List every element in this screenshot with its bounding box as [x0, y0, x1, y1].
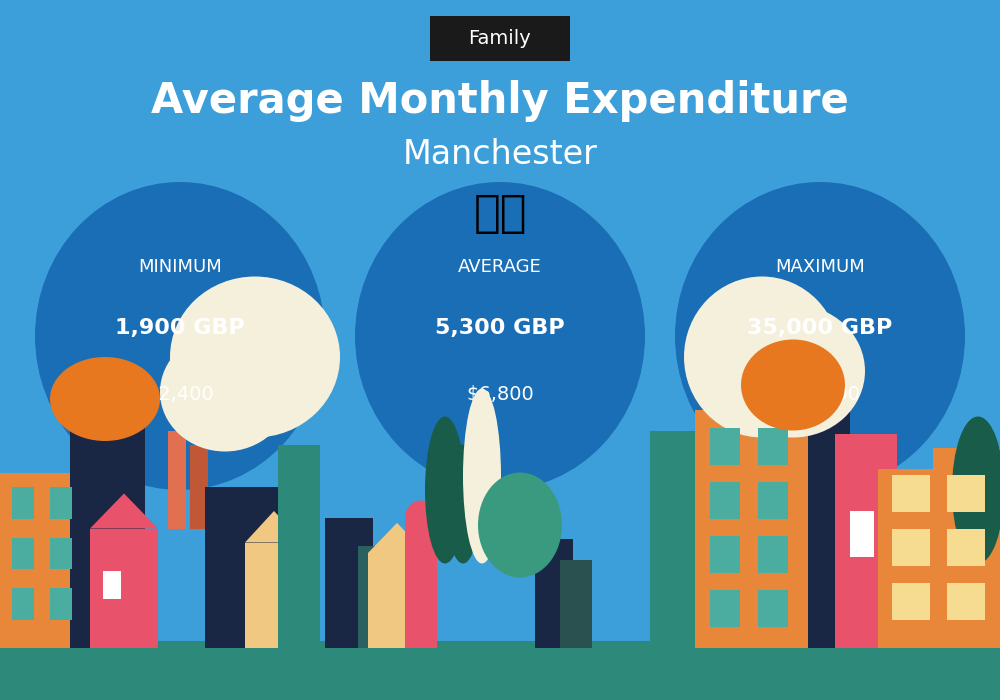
Text: Family: Family: [469, 29, 531, 48]
Ellipse shape: [170, 276, 340, 438]
Text: MAXIMUM: MAXIMUM: [775, 258, 865, 276]
Text: AVERAGE: AVERAGE: [458, 258, 542, 276]
Bar: [405, 518, 437, 648]
Ellipse shape: [160, 332, 290, 452]
Ellipse shape: [463, 389, 501, 564]
Bar: [50, 487, 72, 519]
Ellipse shape: [425, 416, 465, 564]
Text: $44,000: $44,000: [780, 385, 860, 404]
Bar: [850, 511, 874, 556]
Polygon shape: [368, 523, 426, 553]
Ellipse shape: [446, 444, 480, 564]
Text: 35,000 GBP: 35,000 GBP: [747, 318, 893, 338]
Text: 1,900 GBP: 1,900 GBP: [115, 318, 245, 338]
Polygon shape: [245, 511, 303, 542]
Bar: [12, 538, 34, 569]
Text: 🇬🇧: 🇬🇧: [473, 192, 527, 235]
Ellipse shape: [721, 304, 865, 438]
Text: Manchester: Manchester: [403, 137, 597, 171]
Bar: [70, 416, 145, 648]
Text: $2,400: $2,400: [146, 385, 214, 404]
Ellipse shape: [741, 340, 845, 430]
Ellipse shape: [50, 357, 160, 441]
Ellipse shape: [675, 182, 965, 490]
Ellipse shape: [405, 500, 437, 536]
Bar: [325, 518, 373, 648]
Bar: [710, 590, 740, 626]
Bar: [835, 434, 897, 648]
Bar: [168, 430, 186, 528]
Bar: [758, 536, 788, 573]
Text: 5,300 GBP: 5,300 GBP: [435, 318, 565, 338]
Bar: [808, 374, 850, 648]
Bar: [710, 536, 740, 573]
Bar: [90, 528, 158, 648]
Bar: [278, 444, 320, 648]
Bar: [368, 553, 426, 648]
Bar: [758, 590, 788, 626]
Text: MINIMUM: MINIMUM: [138, 258, 222, 276]
Polygon shape: [90, 494, 158, 528]
Bar: [0, 473, 90, 648]
FancyBboxPatch shape: [430, 15, 570, 62]
Bar: [0, 640, 1000, 700]
Bar: [50, 588, 72, 620]
Bar: [103, 570, 121, 598]
Bar: [710, 428, 740, 465]
Bar: [650, 430, 702, 648]
Bar: [947, 583, 985, 620]
Text: $6,800: $6,800: [466, 385, 534, 404]
Bar: [695, 410, 820, 648]
Bar: [933, 448, 1000, 648]
Ellipse shape: [952, 416, 1000, 564]
Bar: [12, 487, 34, 519]
Ellipse shape: [478, 473, 562, 578]
Bar: [245, 542, 303, 648]
Bar: [947, 529, 985, 566]
Bar: [758, 428, 788, 465]
Bar: [50, 538, 72, 569]
Text: Average Monthly Expenditure: Average Monthly Expenditure: [151, 80, 849, 122]
Ellipse shape: [684, 276, 840, 438]
Bar: [535, 539, 573, 648]
Bar: [892, 529, 930, 566]
Bar: [205, 486, 280, 648]
Bar: [190, 444, 208, 528]
Bar: [947, 475, 985, 512]
Ellipse shape: [35, 182, 325, 490]
Bar: [878, 469, 946, 648]
Bar: [710, 482, 740, 519]
Bar: [560, 560, 592, 648]
Bar: [758, 482, 788, 519]
Bar: [12, 588, 34, 620]
Bar: [892, 475, 930, 512]
Bar: [892, 583, 930, 620]
Ellipse shape: [355, 182, 645, 490]
Bar: [358, 546, 396, 648]
